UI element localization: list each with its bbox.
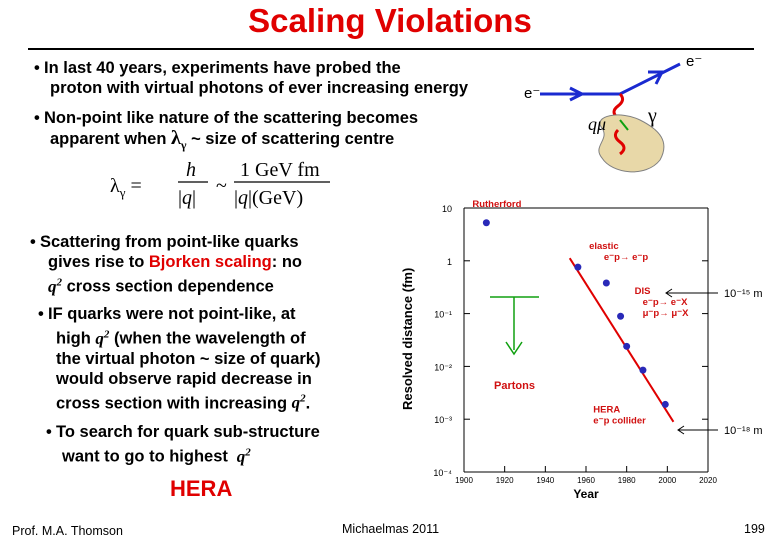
bullet-3-line-3: cross section dependence (66, 277, 274, 296)
x-tick-label: 1900 (455, 476, 473, 485)
bullet-5-line-2: want to go to highest (62, 447, 228, 466)
data-point (602, 279, 610, 287)
page-number: 199 (744, 522, 765, 536)
bullet-2-line-1: Non-point like nature of the scattering … (44, 109, 419, 127)
x-tick-label: 1940 (536, 476, 554, 485)
arrow-icon (648, 70, 665, 85)
photon-probe-line (613, 128, 626, 156)
scale-1e-15-label: 10⁻¹⁵ m (724, 288, 762, 300)
point-label: HERA (593, 404, 620, 415)
scale-marker-1: 10⁻¹⁵ m (665, 288, 762, 300)
y-tick-label: 10⁻³ (434, 415, 452, 425)
y-tick-label: 10⁻⁴ (433, 468, 452, 478)
q2-symbol: q2 (48, 276, 62, 296)
bullet-1: • In last 40 years, experiments have pro… (34, 58, 469, 98)
hera-label: HERA (170, 476, 233, 501)
point-label: e⁻p→ e⁻p (604, 252, 649, 263)
bullet-4-line-3: the virtual photon ~ size of quark) (56, 349, 321, 368)
arrow-icon (619, 119, 629, 131)
svg-text:~: ~ (216, 175, 227, 197)
data-point (574, 263, 582, 271)
scale-1e-18-label: 10⁻¹⁸ m (724, 425, 763, 437)
q2-symbol: q2 (95, 328, 110, 348)
target-blob (598, 114, 665, 173)
point-label: e⁻p collider (593, 415, 646, 426)
point-label: DIS (635, 286, 651, 297)
bullet-3: • Scattering from point-like quarks give… (30, 232, 303, 297)
lambda-formula: λγ = h |q| ~ 1 GeV fm |q|(GeV) (110, 159, 330, 209)
bullet-2-line-2b: ~ size of scattering centre (191, 130, 395, 148)
x-tick-label: 2020 (699, 476, 717, 485)
data-point (639, 366, 647, 374)
partons-annotation: Partons (490, 296, 539, 392)
gamma-label: γ (647, 105, 657, 127)
data-point (623, 342, 631, 350)
svg-text:|q|: |q| (178, 187, 196, 209)
bullet-3-line-2a: gives rise to (48, 253, 145, 271)
bullet-4-line-4: would observe rapid decrease in (56, 369, 312, 388)
x-tick-label: 2000 (658, 476, 676, 485)
point-label: e⁻p→ e⁻X (643, 297, 689, 308)
svg-text:|q|(GeV): |q|(GeV) (234, 187, 303, 209)
e-in-label: e⁻ (524, 85, 540, 102)
e-out-label: e⁻ (686, 53, 702, 70)
slide-title: Scaling Violations (248, 2, 532, 39)
point-label: elastic (589, 241, 619, 252)
x-tick-label: 1960 (577, 476, 595, 485)
bullet-2-line-2a: apparent when (50, 130, 167, 148)
q2-symbol: q2 (291, 392, 306, 413)
bullet-4-line-5: cross section with increasing (56, 394, 288, 413)
point-label: Rutherford (472, 200, 521, 210)
bullet-dot: • (38, 305, 44, 323)
bullet-3-line-1: Scattering from point-like quarks (40, 233, 299, 251)
bullet-dot: • (34, 109, 40, 127)
bullet-5-line-1: To search for quark sub-structure (56, 423, 320, 441)
bullet-4-line-2a: high (56, 329, 91, 348)
q2-symbol: q2 (232, 446, 251, 466)
bullet-1-line-2: proton with virtual photons of ever incr… (50, 79, 469, 97)
x-axis-label: Year (573, 487, 599, 501)
y-tick-label: 10 (442, 204, 452, 214)
bullet-3-line-2c: : no (271, 253, 303, 271)
bullet-dot: • (30, 233, 36, 251)
bullet-dot: • (34, 59, 40, 77)
partons-label: Partons (494, 380, 535, 392)
lambda-gamma-symbol: λγ (171, 127, 187, 152)
data-point (617, 312, 625, 320)
svg-text:λγ =: λγ = (110, 175, 142, 200)
x-tick-label: 1980 (618, 476, 636, 485)
svg-text:h: h (186, 159, 196, 181)
y-tick-label: 10⁻² (434, 362, 452, 372)
point-label: μ⁻p→ μ⁻X (643, 308, 690, 319)
title-divider (28, 48, 754, 50)
bjorken-scaling-text: Bjorken scaling (148, 253, 272, 271)
trend-line (568, 257, 675, 423)
bullet-4-line-2b: (when the wavelength of (114, 329, 306, 348)
bullet-dot: • (46, 423, 52, 441)
data-point (482, 219, 490, 227)
x-tick-label: 1920 (496, 476, 514, 485)
y-tick-label: 1 (447, 257, 452, 267)
footer-term: Michaelmas 2011 (342, 522, 440, 536)
scale-marker-2: 10⁻¹⁸ m (677, 425, 763, 437)
bullet-1-line-1: In last 40 years, experiments have probe… (44, 59, 401, 77)
arrow-icon (569, 86, 586, 102)
chart-annotations: Partons 10⁻¹⁵ m 10⁻¹⁸ m (490, 288, 763, 437)
footer-author: Prof. M.A. Thomson (12, 524, 123, 538)
bullet-5: • To search for quark sub-structure want… (46, 422, 320, 467)
y-tick-label: 10⁻¹ (434, 310, 452, 320)
y-axis-label: Resolved distance (fm) (400, 267, 415, 410)
feynman-diagram: e⁻ e⁻ qμ γ (524, 53, 702, 173)
bullet-2: • Non-point like nature of the scatterin… (34, 108, 419, 155)
data-point (661, 400, 669, 408)
q-mu-label: qμ (588, 114, 606, 134)
svg-text:1 GeV fm: 1 GeV fm (240, 159, 320, 181)
bullet-4: • IF quarks were not point-like, at high… (38, 305, 321, 413)
bullet-4-line-1: IF quarks were not point-like, at (48, 305, 296, 323)
